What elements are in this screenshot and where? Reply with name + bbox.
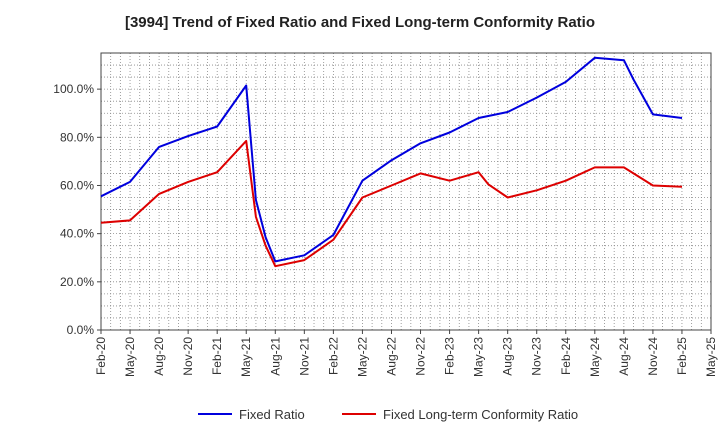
x-tick-label: Aug-22 <box>384 337 398 376</box>
plot-border <box>100 52 712 331</box>
x-tick-label: Aug-23 <box>501 337 515 376</box>
x-tick-label: Feb-25 <box>675 337 689 375</box>
series-layer <box>100 56 683 268</box>
x-tick-label: Feb-21 <box>210 337 224 375</box>
y-tick-label: 100.0% <box>53 82 94 96</box>
y-tick-label: 20.0% <box>60 275 94 289</box>
x-tick-label: Nov-20 <box>181 337 195 376</box>
y-tick-label: 40.0% <box>60 227 94 241</box>
legend: Fixed Ratio Fixed Long-term Conformity Ra… <box>198 407 578 422</box>
x-tick-label: May-25 <box>704 337 718 377</box>
y-tick-label: 80.0% <box>60 130 94 144</box>
x-tick-label: May-22 <box>355 337 369 377</box>
x-tick-label: Nov-24 <box>646 337 660 376</box>
x-tick-label: Aug-24 <box>617 337 631 376</box>
y-tick-label: 0.0% <box>67 323 95 337</box>
x-tick-label: Nov-21 <box>297 337 311 376</box>
legend-label-1: Fixed Ratio <box>239 407 305 422</box>
plot-area <box>100 52 712 331</box>
series-line-2 <box>100 139 683 268</box>
x-axis: Feb-20 May-20 Aug-20 Nov-20 Feb-21 May-21 Aug-… <box>94 330 718 377</box>
chart-title: [3994] Trend of Fixed Ratio and Fixed Lo… <box>124 14 596 31</box>
x-tick-label: Aug-20 <box>152 337 166 376</box>
x-tick-label: Feb-22 <box>326 337 340 375</box>
series-line-1 <box>100 56 683 263</box>
x-tick-label: May-23 <box>472 337 486 377</box>
x-tick-label: Feb-23 <box>443 337 457 375</box>
x-tick-label: Aug-21 <box>268 337 282 376</box>
x-tick-label: Feb-24 <box>559 337 573 375</box>
x-tick-label: Nov-22 <box>414 337 428 376</box>
y-tick-label: 60.0% <box>60 178 94 192</box>
x-tick-label: May-21 <box>239 337 253 377</box>
x-tick-label: Nov-23 <box>530 337 544 376</box>
x-tick-label: Feb-20 <box>94 337 108 375</box>
x-tick-label: May-20 <box>123 337 137 377</box>
legend-label-2: Fixed Long-term Conformity Ratio <box>383 407 578 422</box>
y-axis: 0.0% 20.0% 40.0% 60.0% 80.0% 100.0% <box>53 82 101 337</box>
plot-background <box>101 53 711 330</box>
x-tick-label: May-24 <box>588 337 602 377</box>
